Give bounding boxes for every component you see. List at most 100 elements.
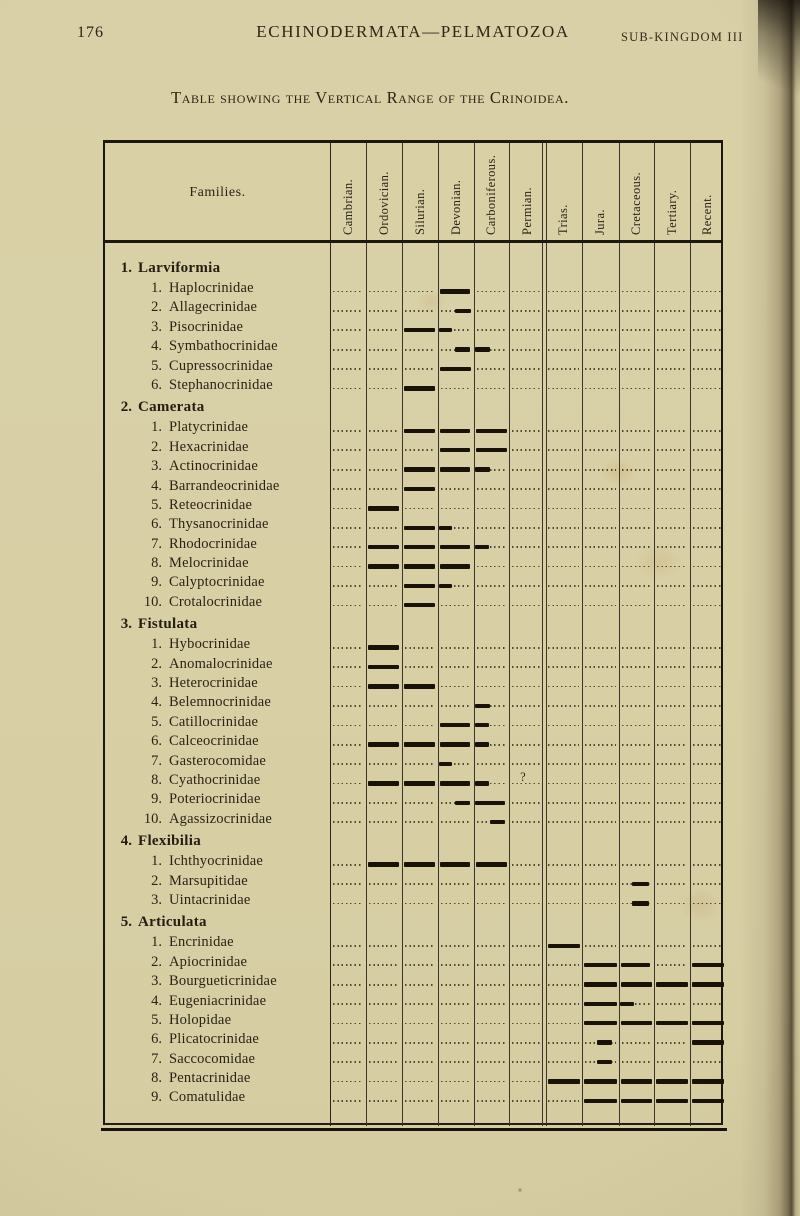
dotted-leader [477,329,506,332]
column-header: Cambrian. [340,178,355,235]
dotted-leader [548,604,579,607]
family-name: Marsupitidae [169,872,248,889]
family-row: 1. Platycrinidae [105,417,722,436]
dotted-leader [441,1061,471,1064]
dotted-leader [512,430,542,432]
dotted-leader [693,1061,722,1064]
dotted-leader [333,964,363,967]
dotted-leader [333,507,363,510]
dotted-leader [585,646,616,649]
dotted-leader [548,546,579,549]
dotted-leader [622,782,651,785]
family-number: 3. [151,318,162,335]
range-bar [404,603,436,608]
dotted-leader [622,1003,651,1005]
dotted-leader [405,821,435,824]
dotted-leader [548,565,579,568]
dotted-leader [622,802,651,804]
dotted-leader [405,1100,435,1102]
dotted-leader [512,527,542,529]
dotted-leader [693,782,722,785]
range-bar [656,1098,688,1104]
dotted-leader [369,368,399,370]
dotted-leader [657,1061,687,1064]
dotted-leader [512,705,542,707]
dotted-leader [405,902,435,905]
dotted-leader [333,983,363,986]
column-rule [365,143,367,1126]
family-number: 6. [151,516,162,533]
family-number: 4. [151,338,162,355]
family-name: Ichthyocrinidae [169,853,263,870]
range-bar [404,583,436,589]
column-header: Silurian. [412,188,427,235]
dotted-leader [512,983,542,986]
dotted-leader [512,1100,542,1102]
dotted-leader [548,863,579,866]
running-title: ECHINODERMATA—PELMATOZOA [256,22,570,41]
family-number: 5. [151,357,162,374]
dotted-leader [369,1061,399,1064]
range-bar [439,447,471,453]
range-bar [584,1021,617,1026]
family-row: 2. Hexacrinidae [105,437,722,456]
family-name: Anomalocrinidae [169,655,273,672]
dotted-leader [622,821,651,824]
range-bar [621,982,652,987]
dotted-leader [585,945,616,947]
family-name: Cupressocrinidae [169,357,273,374]
dotted-leader [333,527,363,529]
dotted-leader [657,290,687,293]
family-name: Barrandeocrinidae [169,477,280,494]
range-bar [692,1079,724,1084]
dotted-leader [369,329,399,332]
dotted-leader [657,883,687,885]
dotted-leader [657,724,687,727]
group-number: 1. [120,260,132,276]
group-row: 2. Camerata [105,394,721,417]
range-bar [656,982,688,987]
dotted-leader [441,983,471,986]
family-row: 1. Encrinidae [105,932,722,951]
dotted-leader [441,585,471,587]
dotted-leader [622,763,651,765]
family-row: 2. Marsupitidae [105,871,722,890]
range-bar [440,366,472,372]
range-bar [621,1079,652,1084]
family-row: 6. Thysanocrinidae [105,514,722,533]
column-header: Ordovician. [376,171,391,235]
family-row: 3. Pisocrinidae [105,317,722,336]
range-bar [584,962,617,968]
dotted-leader [657,763,687,765]
dotted-leader [693,468,722,471]
family-row: 7. Saccocomidae [105,1049,722,1068]
dotted-leader [405,449,435,452]
dotted-leader [548,468,579,471]
dotted-leader [512,565,542,568]
range-bar [439,564,471,569]
dotted-leader [548,802,579,804]
range-bar [475,703,491,709]
dotted-leader [441,488,471,490]
range-bar [404,862,436,867]
range-table: Families. Cambrian. Ordovician. Silurian. D… [101,140,727,1131]
dotted-leader [512,945,542,947]
dotted-leader [657,964,687,967]
dotted-leader [657,449,687,452]
dotted-leader [441,329,471,332]
family-name: Heterocrinidae [169,675,258,692]
book-edge-shadow [740,0,800,1216]
group-name: Larviformia [138,260,221,276]
dotted-leader [512,310,542,312]
dotted-leader [622,565,651,568]
family-number: 2. [151,438,162,455]
dotted-leader [512,646,542,649]
range-bar [439,289,470,294]
dotted-leader [585,821,616,824]
dotted-leader [548,449,579,452]
dotted-leader [585,666,616,669]
dotted-leader [477,604,506,607]
dotted-leader [512,964,542,967]
family-row: 10. Agassizocrinidae [105,809,722,828]
dotted-leader [548,782,579,785]
